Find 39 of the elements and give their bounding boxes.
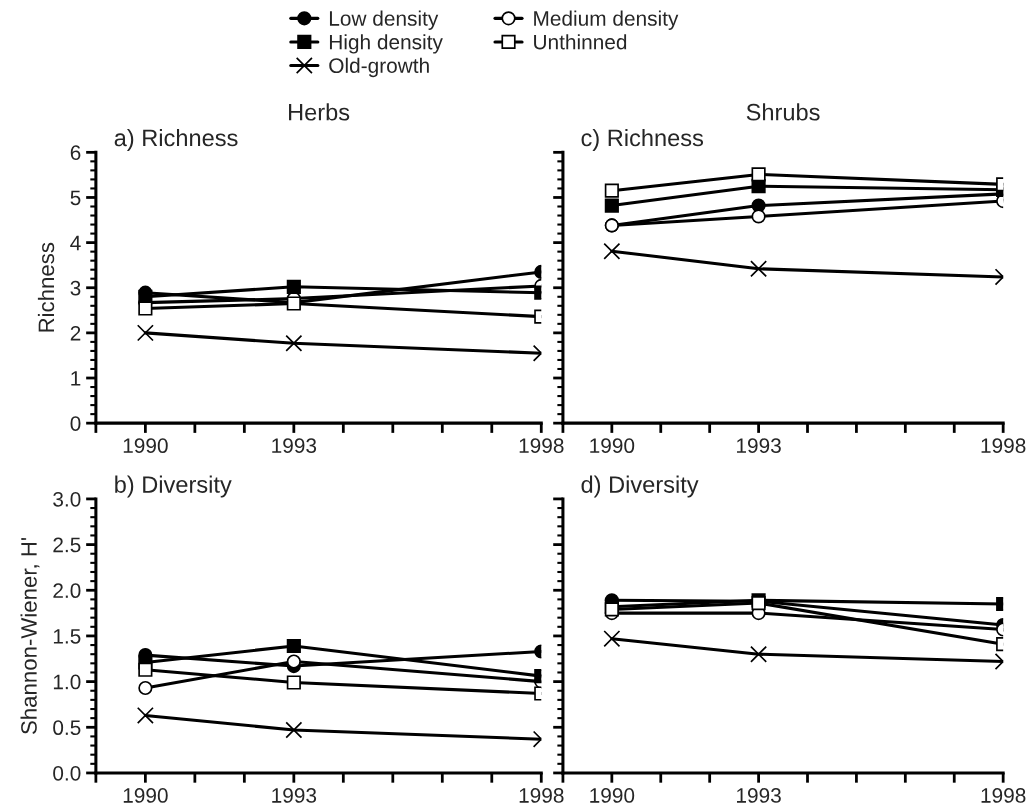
x-tick-label: 1998 xyxy=(519,438,564,454)
legend-label: High density xyxy=(329,34,443,54)
x-tick-label: 1990 xyxy=(590,788,635,803)
y-tick-label: 4 xyxy=(70,235,81,251)
chart-subtitle: c) Richness xyxy=(581,128,704,151)
chart-subtitle: b) Diversity xyxy=(115,475,232,498)
chart-subtitle: a) Richness xyxy=(114,128,238,151)
y-tick-label: 0 xyxy=(70,416,81,431)
legend-label: Unthinned xyxy=(534,34,627,50)
y-tick-label: 5 xyxy=(70,190,81,206)
y-tick-label: 2.5 xyxy=(53,537,81,553)
x-tick-label: 1990 xyxy=(590,438,635,454)
x-tick-label: 1998 xyxy=(981,438,1026,454)
chart-title: Herbs xyxy=(289,103,350,121)
chart-title: Shrubs xyxy=(746,103,820,121)
x-tick-label: 1993 xyxy=(737,788,781,803)
x-tick-label: 1993 xyxy=(737,438,781,454)
y-tick-label: 0.0 xyxy=(53,765,81,781)
y-tick-label: 2.0 xyxy=(53,583,81,599)
legend-label: Medium density xyxy=(534,10,679,30)
y-tick-label: 3.0 xyxy=(53,491,81,507)
y-tick-label: 3 xyxy=(70,280,81,296)
x-tick-label: 1998 xyxy=(519,788,564,803)
y-axis-title: Richness xyxy=(37,242,55,332)
y-tick-label: 1.5 xyxy=(53,629,81,644)
y-tick-label: 1.0 xyxy=(53,674,81,690)
x-tick-label: 1993 xyxy=(272,788,317,803)
y-tick-label: 6 xyxy=(70,145,81,161)
legend-label: Low density xyxy=(329,10,439,30)
x-tick-label: 1990 xyxy=(123,438,168,454)
y-axis-title: Shannon-Wiener, H' xyxy=(20,537,40,735)
x-tick-label: 1993 xyxy=(272,438,317,454)
y-tick-label: 0.5 xyxy=(53,720,81,736)
x-tick-label: 1990 xyxy=(123,788,168,803)
chart-subtitle: d) Diversity xyxy=(581,475,699,498)
x-tick-label: 1998 xyxy=(981,788,1026,803)
y-tick-label: 1 xyxy=(71,371,81,386)
y-tick-label: 2 xyxy=(70,325,81,341)
legend-label: Old-growth xyxy=(329,57,429,78)
